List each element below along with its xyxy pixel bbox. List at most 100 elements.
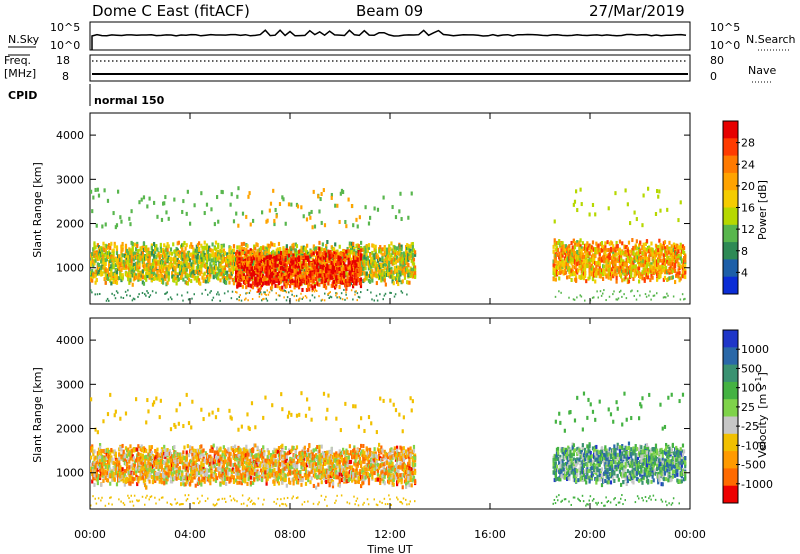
heatmap-cell [286, 281, 289, 286]
heatmap-cell [394, 269, 398, 274]
heatmap-cell [189, 244, 192, 249]
heatmap-cell [621, 295, 623, 298]
heatmap-cell [606, 273, 609, 278]
heatmap-cell [105, 299, 108, 302]
heatmap-cell [340, 188, 344, 193]
heatmap-cell [272, 275, 275, 280]
heatmap-cell [405, 244, 408, 249]
heatmap-cell [329, 275, 332, 280]
heatmap-cell [181, 294, 183, 297]
heatmap-cell [313, 260, 316, 265]
heatmap-cell [623, 252, 626, 257]
heatmap-cell [340, 269, 343, 274]
heatmap-cell [240, 264, 243, 269]
heatmap-cell [103, 269, 106, 274]
heatmap-cell [112, 211, 115, 216]
cpid-label: CPID [8, 89, 37, 102]
heatmap-cell [649, 262, 652, 267]
heatmap-cell [258, 278, 261, 283]
heatmap-cell [392, 270, 395, 275]
heatmap-cell [648, 249, 651, 254]
heatmap-cell [382, 269, 385, 274]
heatmap-cell [93, 245, 96, 250]
heatmap-cell [364, 245, 367, 250]
heatmap-cell [560, 291, 562, 294]
heatmap-cell [251, 297, 254, 300]
heatmap-cell [100, 270, 103, 275]
heatmap-cell [293, 267, 296, 272]
heatmap-cell [184, 252, 187, 257]
heatmap-cell [120, 249, 123, 254]
heatmap-cell [401, 256, 404, 261]
heatmap-cell [204, 279, 207, 284]
heatmap-cell [167, 275, 170, 280]
heatmap-cell [319, 253, 322, 258]
heatmap-cell [231, 277, 234, 282]
heatmap-cell [558, 239, 561, 244]
heatmap-cell [189, 221, 192, 226]
heatmap-cell [172, 267, 175, 272]
heatmap-cell [376, 256, 380, 261]
heatmap-cell [602, 276, 605, 281]
heatmap-cell [571, 247, 574, 252]
heatmap-cell [232, 244, 236, 249]
heatmap-cell [354, 273, 357, 278]
heatmap-cell [393, 269, 396, 274]
heatmap-cell [132, 262, 135, 267]
heatmap-cell [146, 252, 149, 257]
heatmap-cell [253, 244, 256, 249]
heatmap-cell [159, 242, 162, 247]
heatmap-cell [295, 276, 298, 281]
heatmap-cell [267, 273, 270, 278]
heatmap-cell [320, 192, 323, 197]
heatmap-cell [373, 299, 375, 302]
heatmap-cell [301, 274, 304, 279]
heatmap-cell [117, 258, 120, 263]
heatmap-cell [296, 259, 300, 264]
heatmap-cell [296, 264, 300, 269]
heatmap-cell [600, 258, 604, 263]
heatmap-cell [394, 249, 398, 254]
heatmap-cell [598, 262, 601, 267]
heatmap-cell [285, 299, 288, 302]
heatmap-cell [396, 250, 399, 255]
heatmap-cell [607, 206, 610, 211]
heatmap-cell [210, 264, 213, 269]
heatmap-cell [585, 279, 588, 284]
heatmap-cell [343, 250, 346, 255]
heatmap-cell [407, 215, 410, 220]
heatmap-cell [554, 265, 557, 270]
heatmap-cell [268, 208, 271, 213]
heatmap-cell [191, 270, 194, 275]
heatmap-cell [371, 262, 374, 267]
heatmap-cell [559, 257, 562, 262]
heatmap-cell [108, 243, 111, 248]
heatmap-cell [177, 259, 180, 264]
heatmap-cell [104, 270, 107, 275]
heatmap-cell [363, 246, 366, 251]
heatmap-cell [300, 292, 302, 295]
heatmap-cell [353, 266, 356, 271]
heatmap-cell [373, 255, 376, 260]
heatmap-cell [165, 270, 168, 275]
heatmap-cell [103, 253, 106, 258]
heatmap-cell [387, 265, 390, 270]
heatmap-cell [381, 253, 384, 258]
heatmap-cell [400, 270, 403, 275]
heatmap-cell [410, 254, 413, 259]
heatmap-cell [223, 267, 227, 272]
heatmap-cell [345, 271, 348, 276]
heatmap-cell [654, 243, 658, 248]
heatmap-cell [290, 245, 293, 250]
heatmap-cell [330, 283, 333, 288]
heatmap-cell [329, 255, 332, 260]
heatmap-cell [612, 254, 615, 259]
heatmap-cell [554, 259, 557, 264]
heatmap-cell [260, 273, 264, 278]
heatmap-cell [367, 221, 371, 226]
heatmap-cell [259, 246, 263, 251]
heatmap-cell [635, 257, 638, 262]
heatmap-cell [139, 246, 142, 251]
heatmap-cell [97, 256, 101, 261]
heatmap-cell [271, 242, 274, 247]
